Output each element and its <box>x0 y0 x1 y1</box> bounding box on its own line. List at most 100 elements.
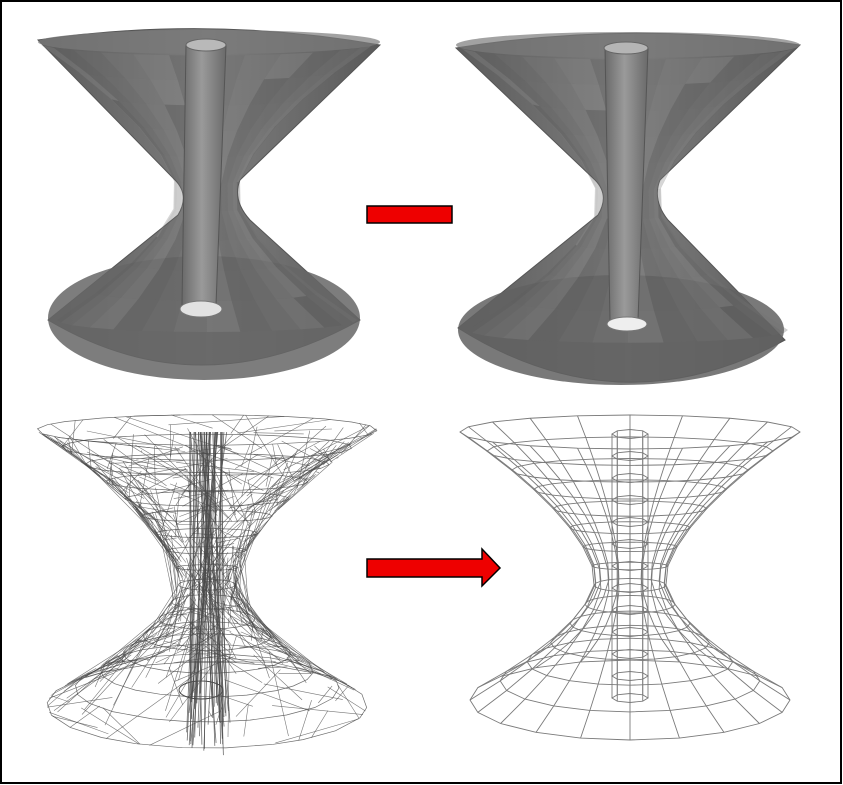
mesh-edge <box>229 529 246 581</box>
tube-edge <box>191 431 208 748</box>
mesh-edge <box>311 459 329 472</box>
facet <box>558 131 582 161</box>
mesh-edge <box>286 659 304 662</box>
mesh-edge <box>269 651 289 737</box>
mesh-edge <box>281 440 323 464</box>
mesh-edge <box>97 474 164 543</box>
facet <box>678 308 728 342</box>
mesh-edge <box>130 644 140 649</box>
facet <box>700 274 743 306</box>
facet <box>648 135 672 164</box>
facet <box>645 279 679 311</box>
facet <box>660 247 692 279</box>
facet <box>169 155 187 184</box>
facet <box>716 76 757 107</box>
facet <box>601 189 608 219</box>
mesh-edge <box>297 476 310 481</box>
mesh-edge <box>101 612 165 666</box>
mesh-edge <box>251 520 269 538</box>
facet <box>549 245 581 277</box>
mesh-edge <box>131 648 158 688</box>
facet <box>71 296 121 328</box>
facet <box>695 102 726 133</box>
mesh-edge <box>265 456 273 487</box>
facet <box>306 294 354 326</box>
mesh-edge <box>149 711 220 746</box>
mesh-edge <box>247 417 314 455</box>
tube-top-opening <box>603 41 649 55</box>
mesh-edge <box>149 512 187 563</box>
mesh-edge <box>47 697 113 708</box>
mesh-edge <box>144 466 151 478</box>
mesh-edge <box>86 451 159 482</box>
facet <box>41 45 89 75</box>
mesh-edge <box>230 596 269 635</box>
facet <box>545 82 586 110</box>
facet <box>246 238 277 269</box>
facet <box>228 239 255 270</box>
mesh-edge <box>241 553 245 560</box>
facet <box>483 305 537 338</box>
mesh-edge <box>280 496 291 508</box>
mesh-edge <box>235 454 259 469</box>
facet <box>536 277 578 309</box>
mesh-edge <box>169 434 175 462</box>
facet <box>137 238 168 269</box>
facet <box>532 104 566 134</box>
facet <box>658 108 690 137</box>
facet <box>137 125 161 155</box>
mesh-edge <box>335 684 350 702</box>
mesh-edge <box>275 451 325 492</box>
mesh-edge <box>139 626 199 648</box>
facet <box>269 99 303 128</box>
mesh-edge <box>157 603 171 621</box>
facet <box>554 58 599 85</box>
facet <box>239 208 258 238</box>
facet <box>555 246 588 278</box>
mesh-edge <box>94 651 165 680</box>
facet <box>238 239 268 270</box>
facet <box>597 189 603 219</box>
mesh-edge <box>137 458 228 476</box>
facet <box>661 216 681 246</box>
tube-edge <box>195 431 203 745</box>
facet <box>690 104 724 134</box>
mesh-edge <box>107 658 149 664</box>
facet <box>642 162 658 191</box>
tube-bottom-opening <box>179 300 223 318</box>
mesh-edge <box>150 520 154 529</box>
facet <box>642 218 661 249</box>
facet <box>239 181 241 210</box>
ring-line <box>46 661 368 749</box>
tube-edge <box>188 431 228 714</box>
facet <box>236 154 254 183</box>
facet <box>663 278 701 311</box>
mesh-edge <box>278 462 332 510</box>
facet <box>160 154 178 183</box>
facet <box>496 74 533 105</box>
facet <box>756 46 798 77</box>
mesh-edge <box>272 443 277 465</box>
facet <box>124 78 165 105</box>
mesh-edge <box>243 704 249 737</box>
facet <box>261 100 296 129</box>
bottom-arrow <box>366 547 502 588</box>
facet <box>668 246 701 278</box>
mesh-edge <box>240 552 242 561</box>
mesh-edge <box>86 430 180 450</box>
facet <box>660 188 662 218</box>
mesh-edge <box>269 449 298 515</box>
facet <box>468 301 514 333</box>
mesh-edge <box>247 479 256 512</box>
facet <box>231 300 273 332</box>
facet <box>325 45 373 75</box>
mesh-edge <box>223 604 239 607</box>
facet <box>495 54 546 83</box>
mesh-edge <box>327 686 366 712</box>
mesh-edge <box>258 529 261 533</box>
facet <box>723 74 760 105</box>
facet <box>472 303 523 336</box>
mesh-edge <box>136 501 180 559</box>
mesh-edge <box>275 440 330 491</box>
facet <box>173 181 175 210</box>
